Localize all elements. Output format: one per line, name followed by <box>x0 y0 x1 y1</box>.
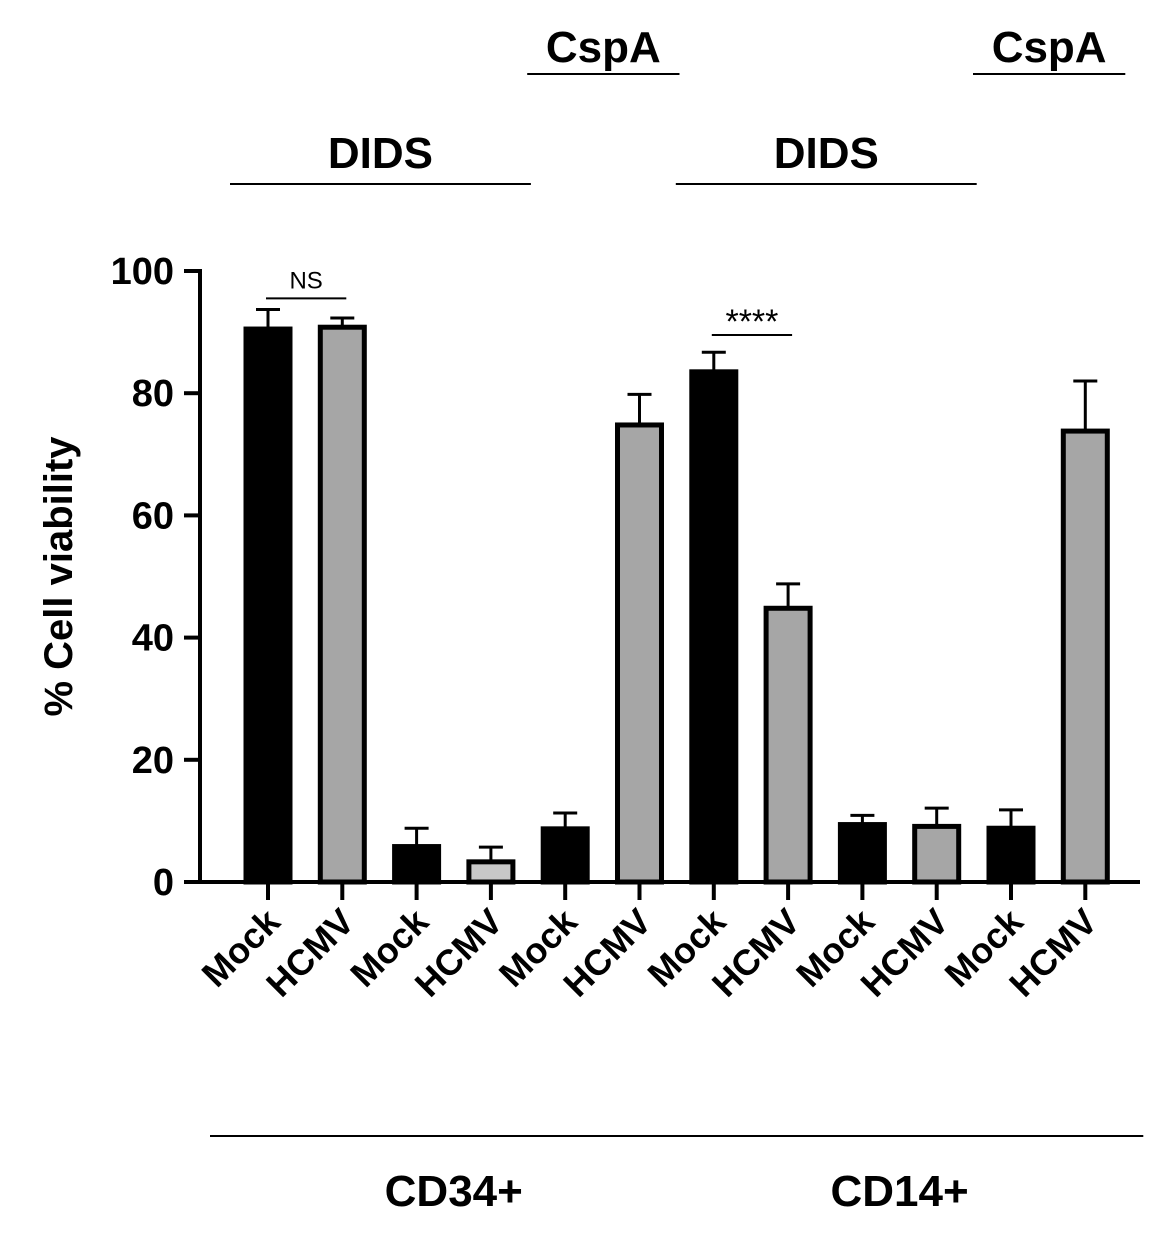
bar <box>466 859 516 885</box>
y-tick-label: 20 <box>132 740 174 782</box>
bar <box>837 822 887 885</box>
y-tick-label: 80 <box>132 373 174 415</box>
treatment-label: DIDS <box>774 129 879 178</box>
bar <box>540 826 590 885</box>
cell-type-label: CD34+ <box>385 1167 523 1216</box>
y-tick-label: 0 <box>153 862 174 904</box>
bar <box>317 324 367 885</box>
y-tick-label: 40 <box>132 618 174 660</box>
bar <box>1060 428 1110 885</box>
bar <box>615 422 664 885</box>
treatment-label: DIDS <box>328 129 433 178</box>
bar <box>912 823 962 885</box>
y-tick-label: 60 <box>132 495 174 537</box>
treatment-label: CspA <box>992 23 1107 72</box>
bar <box>243 326 293 885</box>
y-axis-label: % Cell viability <box>37 436 81 717</box>
significance-label: NS <box>289 267 322 294</box>
cell-type-label: CD14+ <box>830 1167 968 1216</box>
y-tick-label: 100 <box>111 251 174 293</box>
bar <box>763 605 813 885</box>
treatment-label: CspA <box>546 23 661 72</box>
significance-label: **** <box>725 303 778 341</box>
bar <box>986 825 1036 885</box>
bar <box>392 844 442 885</box>
bar <box>689 369 739 885</box>
